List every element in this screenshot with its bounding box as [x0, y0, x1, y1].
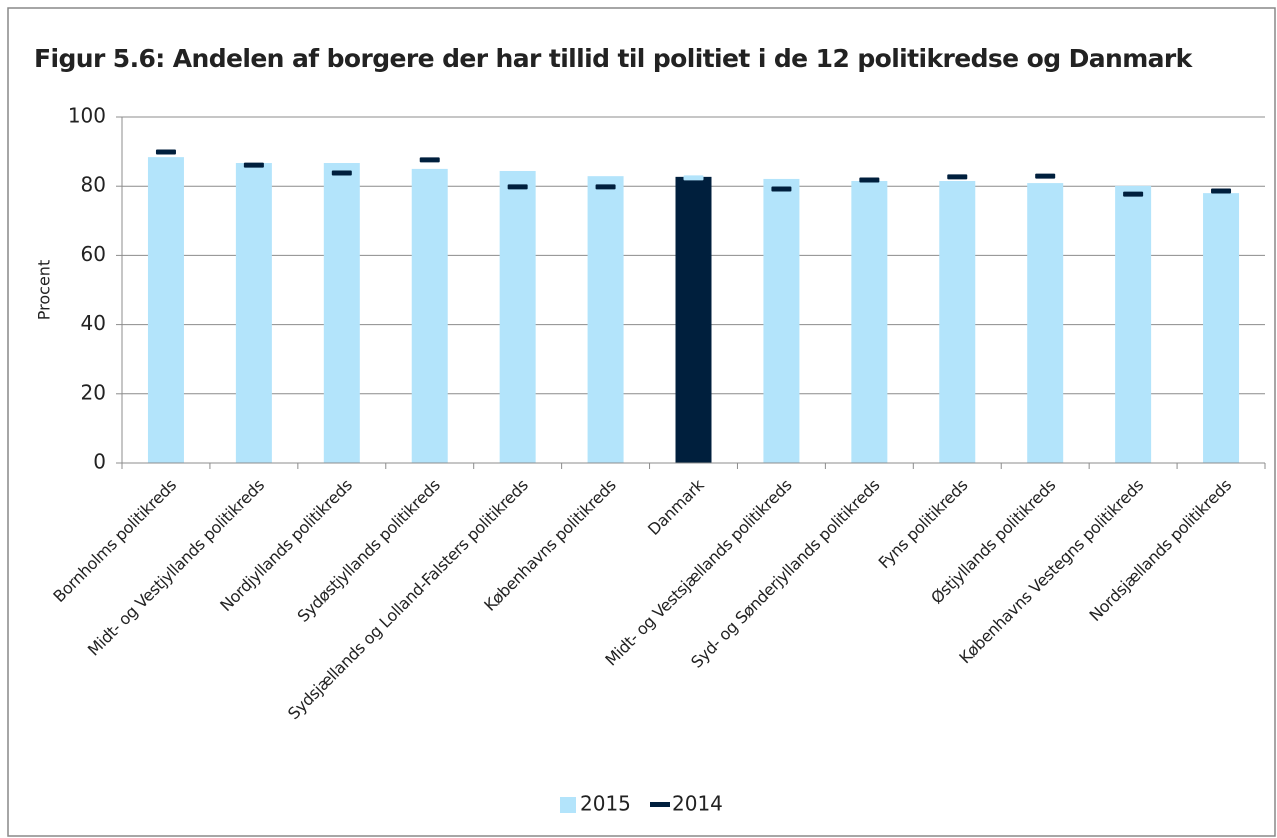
marker: [243, 162, 264, 168]
marker: [859, 177, 880, 183]
y-axis-label: Procent: [35, 260, 54, 320]
marker: [155, 149, 176, 155]
bar: [323, 163, 360, 463]
marker: [1211, 188, 1232, 194]
marker: [1035, 173, 1056, 179]
y-tick-label: 60: [81, 242, 106, 266]
legend-label: 2014: [672, 792, 723, 816]
bar: [235, 163, 272, 463]
marker: [507, 184, 528, 190]
marker: [947, 174, 968, 180]
bar: [587, 176, 624, 463]
bar: [851, 181, 888, 463]
bar: [1115, 185, 1152, 463]
y-tick-label: 0: [93, 450, 106, 474]
bar: [1027, 183, 1064, 463]
marker: [595, 184, 616, 190]
marker: [1123, 191, 1144, 197]
y-tick-label: 20: [81, 380, 106, 404]
bar: [675, 176, 712, 463]
bar: [499, 170, 536, 463]
bar: [763, 178, 800, 463]
y-tick-label: 80: [81, 173, 106, 197]
y-tick-label: 100: [68, 104, 106, 128]
legend-label: 2015: [580, 792, 631, 816]
marker: [331, 170, 352, 176]
bar: [411, 168, 448, 463]
legend-swatch: [650, 802, 670, 807]
y-tick-label: 40: [81, 311, 106, 335]
bar: [147, 157, 184, 464]
chart-title: Figur 5.6: Andelen af borgere der har ti…: [34, 44, 1194, 73]
bar: [1203, 193, 1240, 463]
chart-border: [7, 7, 1276, 837]
legend-swatch: [560, 797, 576, 813]
marker: [683, 175, 704, 181]
bar: [939, 181, 976, 463]
marker: [771, 186, 792, 192]
marker: [419, 157, 440, 163]
